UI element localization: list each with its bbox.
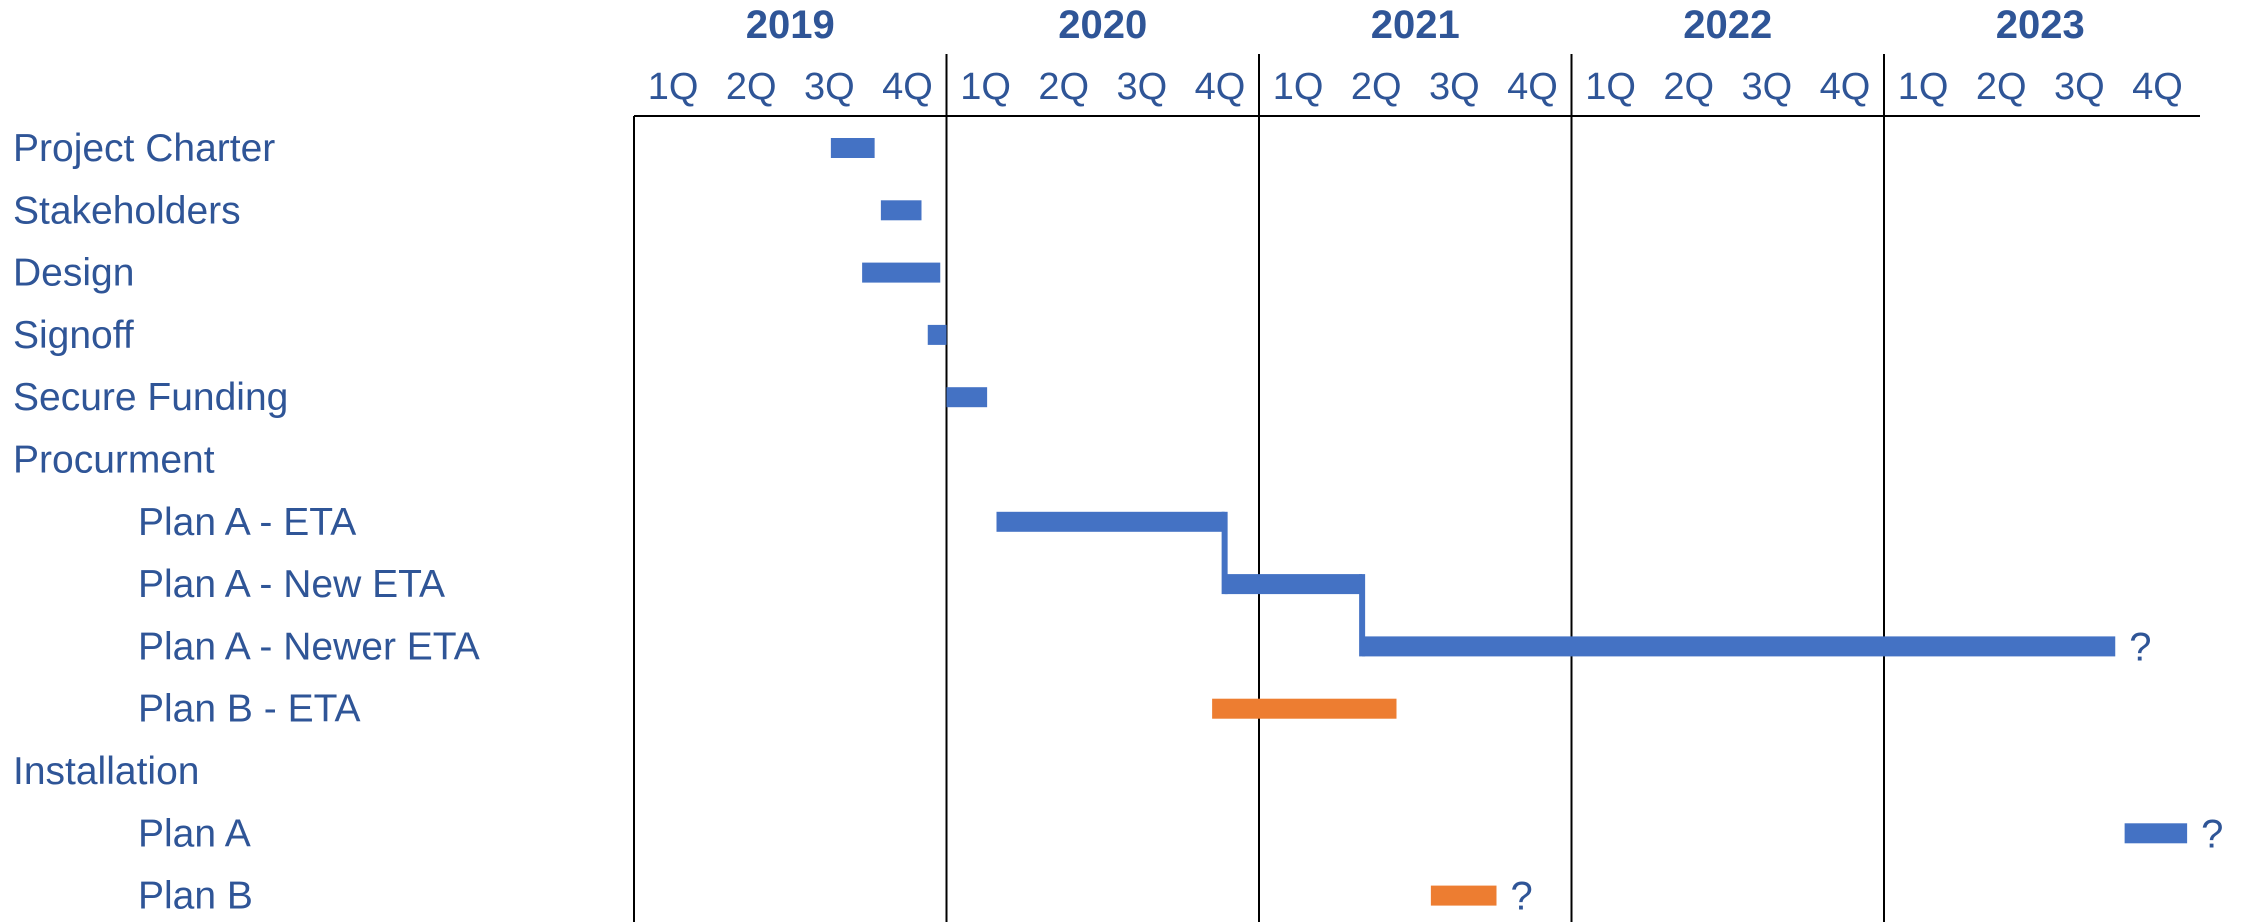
bar-note: ? bbox=[1511, 875, 1533, 919]
quarter-label: 2Q bbox=[1351, 66, 1402, 108]
bar-note: ? bbox=[2201, 812, 2223, 856]
quarter-label: 3Q bbox=[1741, 66, 1792, 108]
year-label: 2023 bbox=[1996, 3, 2085, 47]
task-label: Project Charter bbox=[13, 127, 275, 170]
task-label: Plan A bbox=[138, 812, 251, 855]
timeline-header: 2019 1Q 2Q 3Q 4Q 2020 1Q 2Q 3Q 4Q 2021 1Q 2Q 3Q 4Q 2022… bbox=[648, 3, 2183, 108]
bar-connector bbox=[1359, 574, 1366, 657]
task-bar bbox=[862, 262, 941, 283]
task-label: Signoff bbox=[13, 314, 134, 357]
quarter-label: 4Q bbox=[1820, 66, 1871, 108]
quarter-label: 4Q bbox=[2132, 66, 2183, 108]
quarter-label: 2Q bbox=[1663, 66, 1714, 108]
quarter-label: 3Q bbox=[804, 66, 855, 108]
task-label: Secure Funding bbox=[13, 376, 288, 419]
year-label: 2021 bbox=[1371, 3, 1460, 47]
task-bar bbox=[1224, 574, 1363, 595]
quarter-label: 4Q bbox=[1195, 66, 1246, 108]
bar-note: ? bbox=[2129, 625, 2151, 669]
task-bars bbox=[830, 138, 2188, 906]
task-label: Plan A - ETA bbox=[138, 501, 356, 544]
quarter-label: 1Q bbox=[1273, 66, 1324, 108]
task-bar bbox=[830, 138, 875, 158]
quarter-label: 1Q bbox=[648, 66, 699, 108]
task-bar bbox=[996, 511, 1225, 532]
quarter-label: 3Q bbox=[1429, 66, 1480, 108]
task-bar bbox=[1362, 636, 2116, 657]
quarter-label: 2Q bbox=[726, 66, 777, 108]
quarter-label: 2Q bbox=[1976, 66, 2027, 108]
quarter-label: 4Q bbox=[1507, 66, 1558, 108]
quarter-label: 3Q bbox=[2054, 66, 2105, 108]
task-bar bbox=[927, 324, 947, 345]
task-label: Plan A - Newer ETA bbox=[138, 625, 480, 668]
bar-notes: ??? bbox=[1511, 625, 2224, 918]
task-bar bbox=[1430, 885, 1497, 906]
task-label: Procurment bbox=[13, 439, 215, 482]
bar-connector bbox=[1221, 511, 1228, 595]
task-label: Design bbox=[13, 252, 134, 295]
task-bar bbox=[2124, 823, 2188, 844]
year-label: 2020 bbox=[1058, 3, 1147, 47]
quarter-label: 2Q bbox=[1038, 66, 1089, 108]
task-label: Plan B bbox=[138, 875, 253, 918]
year-label: 2022 bbox=[1683, 3, 1772, 47]
quarter-label: 3Q bbox=[1116, 66, 1167, 108]
quarter-label: 1Q bbox=[960, 66, 1011, 108]
task-labels: Project Charter Stakeholders Design Signoff… bbox=[13, 127, 480, 918]
task-label: Plan B - ETA bbox=[138, 688, 361, 731]
task-label: Plan A - New ETA bbox=[138, 563, 445, 606]
quarter-label: 1Q bbox=[1898, 66, 1949, 108]
timeline-grid bbox=[633, 54, 2200, 922]
task-bar bbox=[1212, 698, 1397, 719]
task-bar bbox=[946, 387, 988, 408]
year-label: 2019 bbox=[746, 3, 835, 47]
task-label: Installation bbox=[13, 750, 199, 793]
quarter-label: 1Q bbox=[1585, 66, 1636, 108]
task-bar bbox=[880, 200, 922, 221]
task-label: Stakeholders bbox=[13, 189, 241, 232]
quarter-label: 4Q bbox=[882, 66, 933, 108]
